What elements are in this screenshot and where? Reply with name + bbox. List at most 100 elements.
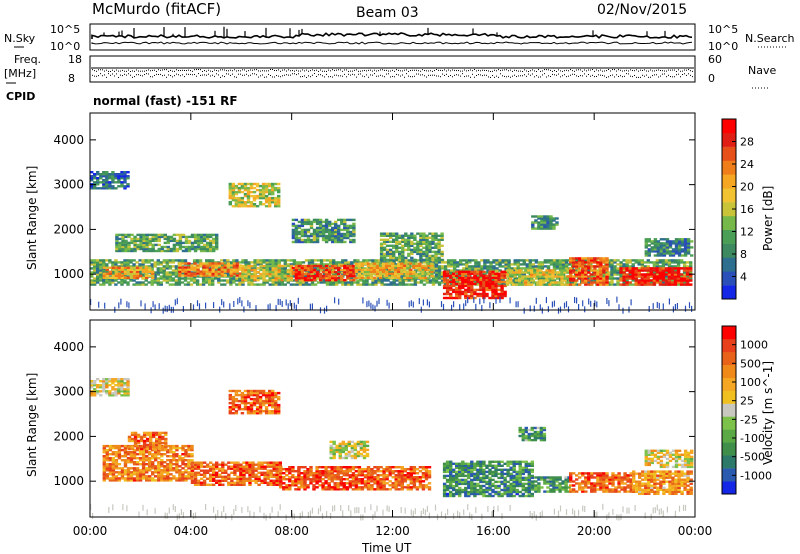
- heatmap-cell: [223, 261, 227, 264]
- heatmap-cell: [516, 263, 520, 266]
- heatmap-cell: [186, 281, 191, 284]
- heatmap-cell: [190, 272, 194, 275]
- heatmap-cell: [120, 181, 124, 184]
- heatmap-cell: [142, 241, 146, 245]
- heatmap-cell: [379, 244, 384, 247]
- heatmap-cell: [338, 275, 342, 278]
- heatmap-cell: [318, 234, 323, 238]
- heatmap-cell: [206, 233, 210, 237]
- heatmap-cell: [430, 266, 434, 269]
- heatmap-cell: [596, 257, 600, 260]
- freq-dot: [214, 69, 215, 71]
- heatmap-cell: [346, 270, 350, 274]
- heatmap-cell: [450, 261, 454, 264]
- heatmap-cell: [211, 259, 215, 262]
- heatmap-cell: [637, 273, 641, 276]
- heatmap-cell: [674, 238, 679, 241]
- heatmap-cell: [142, 235, 146, 239]
- heatmap-cell: [206, 243, 210, 247]
- heatmap-cell: [174, 271, 179, 274]
- heatmap-cell: [494, 278, 498, 282]
- heatmap-cell: [196, 233, 201, 237]
- freq-dot: [362, 70, 363, 72]
- heatmap-cell: [437, 244, 441, 247]
- heatmap-cell: [102, 274, 106, 277]
- heatmap-cell: [658, 269, 663, 272]
- heatmap-cell: [549, 279, 554, 282]
- heatmap-cell: [404, 234, 408, 237]
- heatmap-cell: [404, 279, 408, 282]
- freq-dot: [574, 70, 575, 72]
- heatmap-cell: [123, 270, 128, 273]
- freq-dot: [316, 69, 317, 71]
- heatmap-cell: [382, 232, 387, 235]
- heatmap-cell: [234, 205, 239, 208]
- heatmap-cell: [551, 273, 555, 276]
- heatmap-cell: [546, 267, 551, 270]
- heatmap-cell: [599, 281, 603, 284]
- heatmap-cell: [241, 283, 245, 286]
- heatmap-cell: [178, 272, 182, 275]
- nave-dot: [520, 75, 521, 77]
- freq-dot: [406, 69, 407, 71]
- heatmap-cell: [232, 272, 237, 275]
- heatmap-cell: [371, 259, 375, 262]
- freq-dot: [412, 69, 413, 71]
- nave-dot: [304, 75, 305, 77]
- heatmap-cell: [467, 282, 471, 286]
- heatmap-cell: [422, 236, 426, 239]
- heatmap-cell: [252, 196, 257, 200]
- heatmap-cell: [605, 257, 609, 260]
- heatmap-cell: [261, 190, 266, 194]
- heatmap-cell: [102, 269, 106, 272]
- heatmap-cell: [306, 276, 311, 280]
- heatmap-cell: [90, 279, 94, 282]
- heatmap-cell: [628, 259, 632, 262]
- heatmap-cell: [470, 286, 474, 290]
- heatmap-cell: [187, 272, 191, 275]
- freq-dot: [302, 69, 303, 71]
- heatmap-cell: [437, 252, 441, 256]
- heatmap-cell: [494, 280, 498, 284]
- freq-dot: [318, 70, 319, 72]
- heatmap-cell: [384, 264, 389, 267]
- nave-dot: [666, 76, 667, 78]
- heatmap-cell: [151, 276, 155, 279]
- heatmap-cell: [445, 278, 450, 282]
- heatmap-cell: [477, 261, 481, 264]
- heatmap-cell: [196, 235, 201, 239]
- heatmap-cell: [337, 268, 341, 272]
- heatmap-cell: [551, 283, 555, 286]
- heatmap-cell: [303, 218, 308, 222]
- heatmap-cell: [150, 265, 154, 268]
- heatmap-cell: [495, 269, 499, 272]
- heatmap-cell: [231, 192, 236, 196]
- heatmap-cell: [328, 270, 332, 274]
- heatmap-cell: [676, 277, 681, 280]
- heatmap-cell: [93, 185, 97, 188]
- nave-dot: [396, 73, 397, 75]
- heatmap-cell: [163, 233, 167, 237]
- heatmap-cell: [652, 275, 657, 278]
- heatmap-cell: [241, 268, 245, 272]
- heatmap-cell: [407, 254, 411, 258]
- nave-dot: [610, 75, 611, 77]
- heatmap-cell: [307, 283, 312, 286]
- heatmap-cell: [229, 268, 234, 271]
- freq-dot: [394, 70, 395, 72]
- freq-dot: [136, 69, 137, 71]
- heatmap-cell: [208, 281, 212, 284]
- freq-dot: [466, 70, 467, 72]
- heatmap-cell: [673, 271, 678, 274]
- heatmap-cell: [682, 265, 687, 268]
- heatmap-cell: [354, 266, 359, 269]
- heatmap-cell: [258, 203, 263, 206]
- heatmap-cell: [485, 292, 489, 296]
- heatmap-cell: [483, 273, 487, 276]
- heatmap-cell: [274, 281, 278, 284]
- heatmap-cell: [374, 283, 378, 286]
- heatmap-cell: [223, 266, 227, 269]
- heatmap-cell: [401, 234, 405, 237]
- heatmap-cell: [646, 267, 650, 270]
- heatmap-cell: [410, 250, 414, 254]
